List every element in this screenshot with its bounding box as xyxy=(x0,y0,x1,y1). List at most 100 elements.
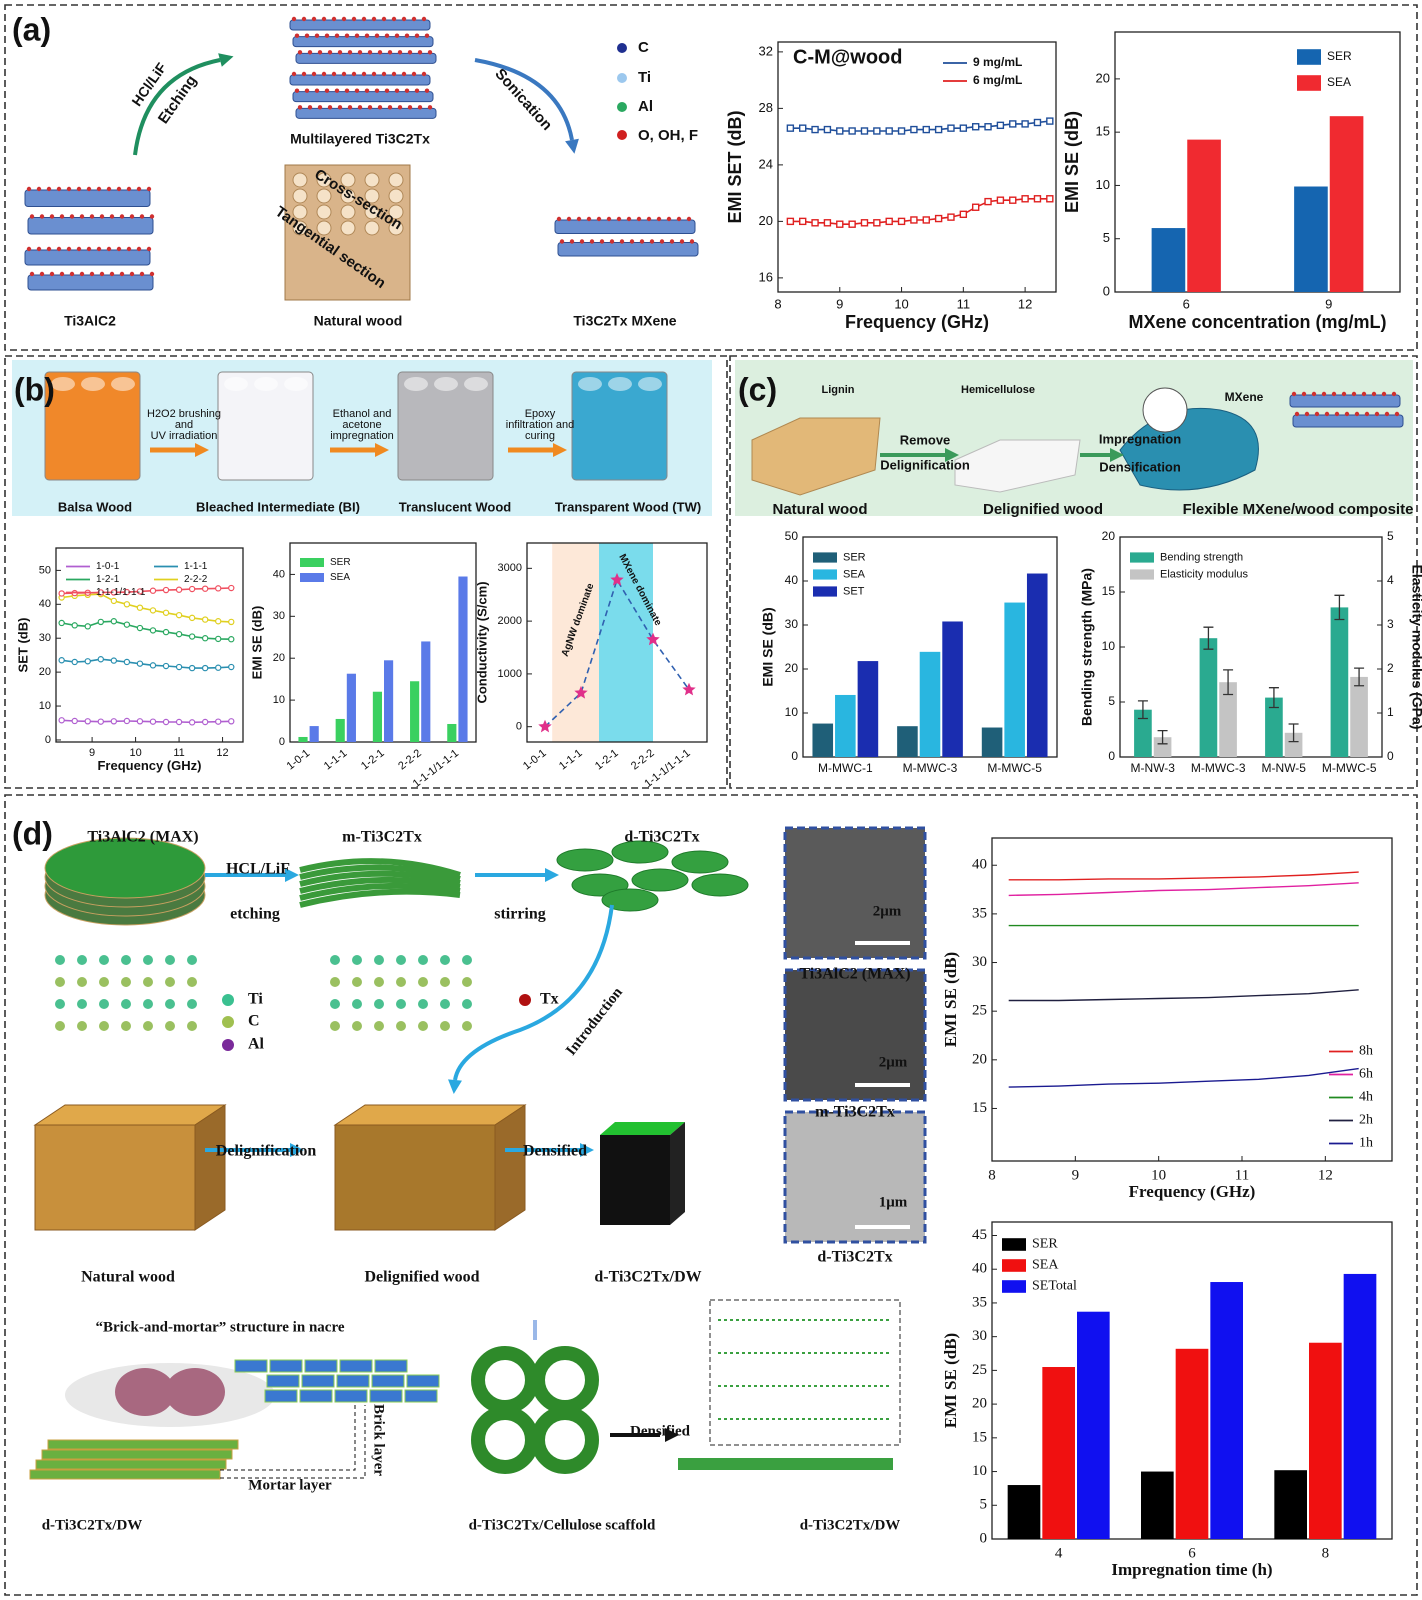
wood-cube xyxy=(333,1104,527,1126)
x-tick-label: 10 xyxy=(894,296,908,311)
lattice-layer xyxy=(292,36,434,48)
atom xyxy=(26,186,32,192)
atom xyxy=(55,999,65,1009)
atom xyxy=(576,216,582,222)
atom xyxy=(1381,391,1387,397)
y-tick-label: 20 xyxy=(972,1396,987,1412)
brick xyxy=(301,1374,335,1388)
atom xyxy=(96,186,102,192)
x-tick-label: 12 xyxy=(1318,1167,1333,1183)
atom xyxy=(371,71,377,77)
marker xyxy=(175,663,183,671)
atom xyxy=(36,246,42,252)
x-tick-label: 9 xyxy=(1072,1167,1080,1183)
diagram-label: etching xyxy=(230,906,280,923)
y-tick-label: 10 xyxy=(39,700,51,712)
wood-pore xyxy=(388,204,404,220)
bar xyxy=(981,727,1003,757)
marker xyxy=(136,660,144,667)
atom xyxy=(396,999,406,1009)
atom xyxy=(351,71,357,77)
marker xyxy=(786,217,795,226)
wood-cell xyxy=(638,377,662,391)
y-tick-label: 20 xyxy=(1096,70,1110,85)
atom xyxy=(1331,391,1337,397)
marker xyxy=(996,121,1005,130)
lattice-layer xyxy=(1292,414,1404,428)
atom xyxy=(609,239,615,244)
diagram-label: 2μm xyxy=(879,1054,908,1070)
brick xyxy=(234,1359,268,1373)
atom xyxy=(357,105,363,110)
wood-cube-front xyxy=(334,1124,496,1231)
marker xyxy=(811,219,819,227)
bar xyxy=(384,660,394,742)
atom xyxy=(636,216,642,222)
y-tick-label: 15 xyxy=(972,1429,987,1445)
atom xyxy=(462,999,472,1009)
diagram-label: Delignified wood xyxy=(983,501,1103,518)
atom xyxy=(401,71,407,77)
legend-label: 1h xyxy=(1359,1136,1373,1151)
diagram-label: Al xyxy=(638,98,653,115)
wood-cell xyxy=(284,377,308,391)
marker xyxy=(110,657,118,664)
x-tick-label: M-MWC-3 xyxy=(903,761,958,775)
diagram-label: Brick layer xyxy=(371,1404,387,1476)
y-tick-label: 15 xyxy=(1102,584,1116,598)
marker xyxy=(201,635,209,642)
atom xyxy=(377,50,383,55)
x-tick-label: 11 xyxy=(173,747,184,759)
bar xyxy=(857,661,879,757)
wood-block xyxy=(397,371,494,481)
y-tick-label: 50 xyxy=(39,564,51,576)
atom xyxy=(116,246,122,252)
atom xyxy=(1361,391,1367,397)
wood-cell xyxy=(464,377,488,391)
atom xyxy=(1294,411,1300,417)
legend-label: SEA xyxy=(1032,1258,1059,1273)
m-layer xyxy=(299,864,461,882)
marker xyxy=(848,220,856,228)
diagram-label: Tx xyxy=(540,991,559,1008)
atom xyxy=(187,977,197,987)
atom xyxy=(143,1021,153,1031)
bar xyxy=(447,723,457,742)
atom xyxy=(314,33,320,38)
line xyxy=(1008,989,1359,1002)
atom xyxy=(629,239,635,244)
y-tick-label: 0 xyxy=(516,721,522,733)
marker xyxy=(201,718,209,726)
atom xyxy=(39,214,45,219)
marker xyxy=(971,203,980,211)
atom xyxy=(424,33,430,38)
arrow-head xyxy=(945,448,959,462)
atom xyxy=(397,50,403,55)
marker xyxy=(836,220,844,228)
atom xyxy=(1344,411,1350,417)
bar xyxy=(410,681,420,742)
bar xyxy=(1199,638,1218,757)
atom xyxy=(77,1021,87,1031)
atom xyxy=(1341,391,1347,397)
marker xyxy=(922,125,930,134)
wood-pore xyxy=(292,172,308,188)
bar xyxy=(458,576,468,742)
bar xyxy=(1153,737,1172,757)
atom xyxy=(49,214,55,219)
legend-swatch xyxy=(1002,1280,1026,1293)
marker xyxy=(162,662,170,670)
diagram-label: d-Ti3C2Tx xyxy=(624,829,699,846)
atom xyxy=(99,955,109,965)
lattice-layer xyxy=(27,217,154,235)
sem-image xyxy=(783,826,927,960)
atom xyxy=(407,105,413,110)
atom xyxy=(109,214,115,219)
diagram-label: Transparent Wood (TW) xyxy=(555,499,701,514)
diagram-label: 2μm xyxy=(873,903,902,919)
marker xyxy=(136,624,144,632)
panel-letter: (b) xyxy=(14,371,55,407)
atom xyxy=(149,214,155,219)
marker xyxy=(58,590,65,597)
legend-dot xyxy=(617,43,627,53)
